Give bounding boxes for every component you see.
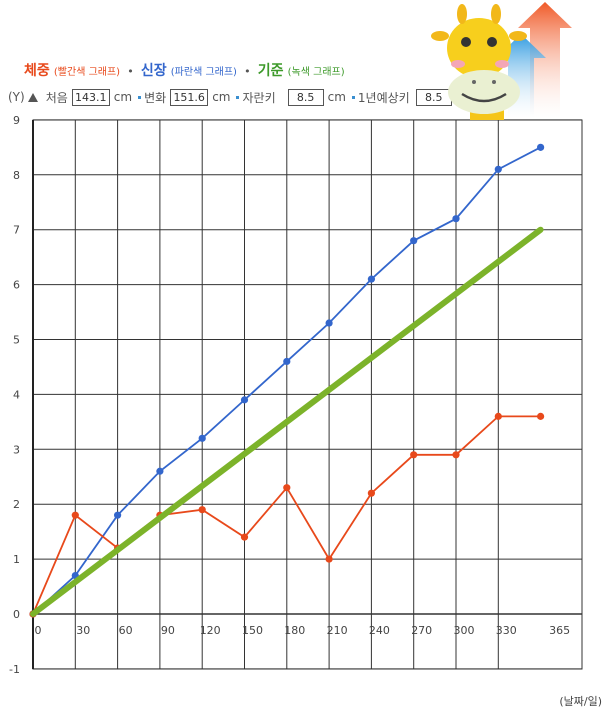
data-point-height	[325, 319, 333, 327]
y-tick-label: 9	[13, 114, 20, 127]
data-point-height	[198, 434, 206, 442]
x-tick-label: 90	[161, 624, 175, 637]
data-point-weight	[71, 511, 79, 519]
x-tick-label: 210	[327, 624, 348, 637]
data-point-height	[367, 275, 375, 283]
bullet-icon	[351, 95, 355, 99]
y-axis-label: (Y)	[8, 90, 25, 104]
y-tick-label: 2	[13, 498, 20, 511]
data-point-height	[410, 237, 418, 245]
chart-legend: 체중 (빨간색 그래프) • 신장 (파란색 그래프) • 기준 (녹색 그래프…	[24, 60, 345, 80]
data-point-weight	[367, 489, 375, 497]
legend-weight-sub: (빨간색 그래프)	[53, 67, 121, 78]
legend-separator: •	[244, 65, 251, 78]
change-unit: cm	[212, 90, 231, 104]
grown-label: 자란키	[242, 90, 276, 105]
y-tick-label: -1	[9, 663, 20, 676]
x-tick-label: 180	[284, 624, 305, 637]
data-point-weight	[494, 412, 502, 420]
legend-height-sub: (파란색 그래프)	[170, 67, 237, 78]
data-point-height	[156, 467, 164, 475]
x-tick-label: 30	[76, 624, 90, 637]
legend-weight-label: 체중	[24, 63, 50, 79]
data-point-weight	[410, 451, 418, 459]
y-tick-label: 0	[13, 608, 20, 621]
start-value-box: 143.1	[71, 88, 110, 106]
data-point-height	[114, 511, 122, 519]
forecast-label: 1년예상키	[357, 90, 410, 105]
data-point-height	[537, 143, 545, 151]
data-point-weight	[240, 533, 249, 541]
data-point-weight	[283, 484, 291, 492]
x-tick-label: 240	[369, 624, 390, 637]
x-tick-label: 270	[411, 624, 432, 637]
x-tick-label: 300	[454, 624, 475, 637]
change-label: 변화	[144, 90, 167, 105]
data-point-height	[240, 396, 249, 404]
grown-unit: cm	[327, 90, 346, 104]
up-triangle-icon	[27, 92, 38, 102]
y-tick-label: 3	[13, 443, 20, 456]
data-point-height	[494, 165, 502, 173]
start-unit: cm	[113, 90, 133, 104]
grown-value-box: 8.5	[287, 88, 324, 106]
legend-height-label: 신장	[140, 63, 167, 79]
giraffe-with-growth-arrows-icon	[431, 2, 572, 120]
grid	[32, 119, 583, 670]
data-point-weight	[537, 412, 545, 420]
y-tick-label: 4	[13, 388, 20, 401]
y-tick-label: 6	[13, 279, 20, 292]
data-point-height	[452, 215, 460, 223]
x-tick-label: 150	[242, 624, 263, 637]
series	[29, 143, 545, 618]
x-tick-label: 0	[35, 624, 42, 637]
data-point-weight	[198, 506, 206, 514]
x-tick-label: 120	[200, 624, 221, 637]
bullet-icon	[138, 95, 142, 99]
start-label: 처음	[45, 90, 68, 105]
bullet-icon	[236, 95, 240, 99]
x-axis-unit-label: (날짜/일)	[559, 695, 602, 708]
height-info-bar: (Y) 처음 143.1 cm 변화 151.6 cm 자란키 8.5 cm 1…	[8, 88, 474, 106]
y-tick-label: 8	[13, 169, 20, 182]
legend-separator: •	[127, 65, 134, 78]
y-tick-label: 5	[13, 334, 20, 347]
data-point-weight	[325, 555, 333, 563]
x-tick-label: 365	[549, 624, 570, 637]
legend-standard-sub: (녹색 그래프)	[287, 67, 345, 78]
data-point-weight	[452, 451, 460, 459]
x-tick-label: 60	[119, 624, 133, 637]
y-tick-label: 7	[13, 224, 20, 237]
legend-standard-label: 기준	[257, 63, 284, 79]
y-tick-label: 1	[13, 553, 20, 566]
series-line-standard	[30, 226, 544, 617]
change-value-box: 151.6	[170, 88, 209, 106]
x-tick-label: 330	[496, 624, 517, 637]
data-point-height	[283, 357, 291, 366]
